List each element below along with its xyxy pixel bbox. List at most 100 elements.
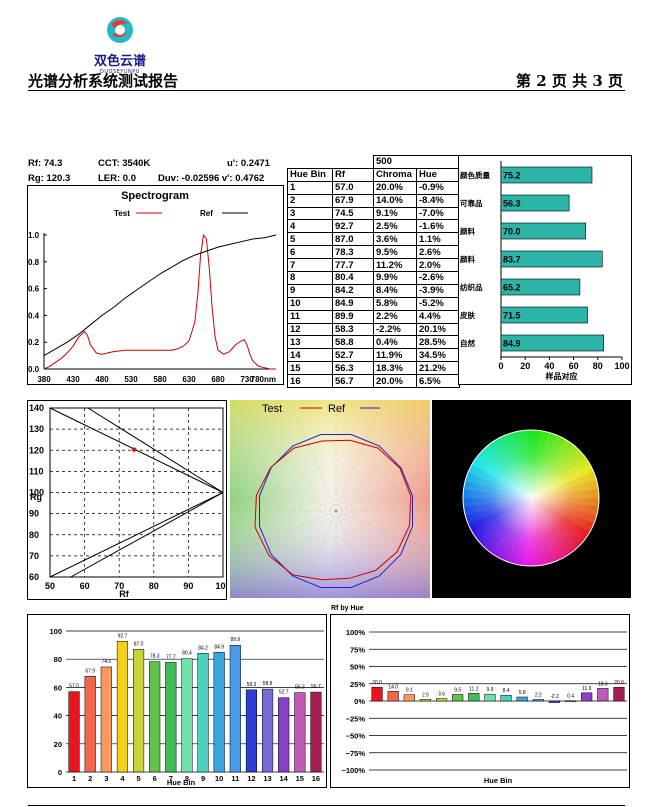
bar: [564, 700, 577, 702]
rf-by-hue-chart: 0 20 40 60 80 100 57.0 1 67.9 2 74.5 3 92.7 4 87.0 5 78.…: [49, 627, 324, 787]
bar-value-label: 56.3: [295, 685, 305, 691]
x-tick-label: 80: [149, 581, 159, 591]
table-cell: 4.4%: [416, 309, 460, 324]
boundary-line-lower-inner: [70, 492, 224, 578]
table-cell: 84.2: [332, 283, 374, 298]
y-tick-label: 25%: [350, 680, 365, 689]
bar: [310, 691, 322, 773]
bar: [500, 278, 581, 296]
x-tick-label: 0: [498, 361, 503, 371]
x-tick-label: 380: [37, 375, 51, 384]
bar: [500, 194, 570, 212]
table-cell: 2.0%: [416, 258, 460, 273]
col-header-chroma: Chroma: [373, 167, 417, 182]
bar-category-label: 皮肤: [459, 310, 475, 320]
color-wheel-chart: [462, 429, 600, 567]
spectrogram-title: Spectrogram: [121, 190, 189, 202]
x-tick-label: 60: [569, 361, 579, 371]
x-tick-label: 630: [182, 375, 196, 384]
table-row: 16 56.7 20.0% 6.5%: [287, 374, 460, 389]
bar-value-label: 8.4: [503, 688, 510, 694]
table-cell: -8.4%: [416, 193, 460, 208]
y-tick-label: 0.6: [28, 285, 40, 294]
table-cell: 80.4: [332, 271, 374, 285]
bar-value-label: 20.0: [614, 680, 624, 686]
x-tick-label: 7: [169, 774, 173, 783]
bar-value-label: 20.0: [372, 680, 382, 686]
x-tick-label: 680: [211, 375, 225, 384]
bar-value-label: 83.7: [503, 255, 521, 265]
table-row: 8 80.4 9.9% -2.6%: [287, 271, 460, 285]
x-axis-label: 样品对应: [546, 371, 578, 381]
x-tick-label: 6: [153, 774, 157, 783]
bar-value-label: 14.0: [388, 684, 398, 690]
col-header-rf: Rf: [332, 167, 374, 182]
table-cell: -2.2%: [373, 322, 417, 337]
bar-value-label: 3.6: [438, 692, 445, 698]
rf-by-hue-panel: 0 20 40 60 80 100 57.0 1 67.9 2 74.5 3 92.7 4 87.0 5 78.…: [27, 614, 327, 788]
table-cell: 56.7: [332, 374, 374, 389]
y-tick-label: −75%: [346, 749, 366, 758]
y-tick-label: 130: [29, 424, 44, 434]
color-wheel-center-fade: [463, 430, 599, 566]
gamut-chart: Test Ref: [230, 400, 430, 598]
x-tick-label: 4: [120, 774, 125, 783]
hue-ray: [289, 400, 337, 512]
bar-value-label: 80.4: [182, 651, 192, 657]
table-cell: 3: [287, 206, 333, 221]
bar-value-label: 56.3: [503, 199, 521, 209]
bar-value-label: 2.5: [422, 692, 429, 698]
table-cell: 3.6%: [373, 232, 417, 247]
bar: [100, 666, 112, 773]
table-cell: -1.6%: [416, 219, 460, 234]
x-tick-label: 8: [185, 774, 189, 783]
y-tick-label: 0.2: [28, 338, 40, 347]
table-row: 1 57.0 20.0% -0.9%: [287, 180, 460, 195]
hue-ray: [299, 510, 337, 598]
bar-category-label: 自然: [460, 338, 475, 348]
table-cell: -0.9%: [416, 180, 460, 195]
spectrogram-chart: Spectrogram Test Ref 0.0 0.2 0.4 0.6 0.8 1.0 380 4…: [28, 190, 277, 384]
table-row: 11 89.9 2.2% 4.4%: [287, 309, 460, 324]
metric-u-prime: u': 0.2471: [227, 158, 270, 169]
y-tick-label: 60: [29, 572, 39, 582]
hue-ray: [335, 510, 373, 598]
series-line-ref: [43, 234, 277, 357]
bar-value-label: 87.0: [134, 641, 144, 647]
bar: [500, 306, 588, 324]
y-tick-label: −50%: [346, 732, 366, 741]
y-tick-label: 80: [29, 530, 39, 540]
footer-divider: [28, 805, 625, 806]
y-tick-label: 0.0: [28, 365, 40, 374]
hue-ray: [335, 510, 424, 598]
y-tick-label: 1.0: [28, 231, 40, 240]
hue-ray: [335, 510, 430, 551]
bar: [132, 649, 145, 773]
y-tick-label: 100: [29, 488, 44, 498]
bar: [387, 691, 399, 702]
bar-value-label: 58.3: [247, 682, 257, 688]
bar-category-label: 颜料: [460, 254, 475, 264]
table-cell: 9.5%: [373, 245, 417, 260]
x-tick-label: 70: [114, 581, 124, 591]
bar: [419, 699, 432, 702]
metric-duv-v: Duv: -0.02596 v': 0.4762: [158, 173, 265, 184]
table-cell: 10: [287, 296, 333, 311]
table-cell: 4: [287, 219, 333, 234]
brand-logo: 双色云谱 DUOSEYUNPU: [90, 14, 150, 75]
bar-value-label: 74.5: [101, 659, 111, 665]
table-cell: 58.3: [332, 322, 374, 337]
table-top-header: 500: [373, 155, 460, 169]
bar: [613, 686, 625, 702]
table-cell: 20.0%: [373, 180, 417, 195]
bar-value-label: 57.0: [69, 684, 79, 690]
bar-value-label: 65.2: [503, 283, 521, 293]
y-tick-label: 90: [29, 509, 39, 519]
metric-rg: Rg: 120.3: [28, 173, 71, 184]
table-cell: 18.3%: [373, 361, 417, 376]
bar-value-label: 75.2: [503, 171, 521, 181]
table-cell: 9.9%: [373, 271, 417, 285]
table-cell: 11.9%: [373, 348, 417, 363]
table-cell: 11: [287, 309, 333, 324]
logo-icon: [107, 17, 133, 43]
